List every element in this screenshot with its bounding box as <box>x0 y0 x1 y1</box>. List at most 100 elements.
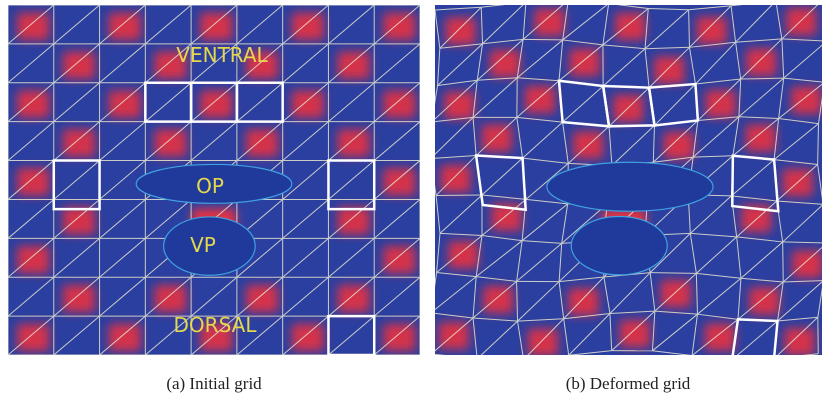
grid-line <box>650 272 697 274</box>
grid-line <box>439 232 483 236</box>
texture <box>17 12 416 352</box>
blob <box>17 90 50 118</box>
grid-line <box>558 39 564 81</box>
grid-line <box>736 236 783 243</box>
blob <box>745 124 776 152</box>
blob <box>337 207 370 235</box>
grid-line <box>774 159 818 165</box>
grid-diagonal <box>563 276 605 320</box>
grid-diagonal <box>472 281 517 319</box>
grid-diagonal <box>436 235 483 273</box>
blob <box>749 287 780 315</box>
grid-line <box>568 0 608 3</box>
grid-diagonal <box>282 5 329 45</box>
grid-diagonal <box>602 8 649 46</box>
grid-line <box>651 311 656 351</box>
grid-diagonal <box>562 5 608 41</box>
blob <box>17 12 50 40</box>
blob <box>17 246 50 274</box>
grid-line <box>778 117 819 125</box>
grid-diagonal <box>328 5 375 45</box>
grid-line <box>740 77 784 80</box>
grid-diagonal <box>282 199 329 239</box>
grid-diagonal <box>190 315 238 355</box>
blob <box>569 48 600 77</box>
grid-diagonal <box>692 116 740 158</box>
grid-diagonal <box>521 203 568 242</box>
label-dorsal: DORSAL <box>174 313 258 337</box>
region-vp <box>570 215 668 276</box>
region-vp <box>163 216 256 276</box>
grid-diagonal <box>777 316 819 355</box>
grid-diagonal <box>644 9 689 50</box>
blob <box>108 323 141 352</box>
grid-diagonal <box>689 5 732 48</box>
blob <box>200 12 233 40</box>
grid-diagonal <box>481 157 523 196</box>
blob <box>784 328 815 355</box>
grid-line <box>692 356 732 360</box>
blob <box>440 164 471 193</box>
grid-diagonal <box>145 82 192 123</box>
blob <box>483 286 514 314</box>
grid-line <box>562 5 569 41</box>
grid-diagonal <box>691 318 739 355</box>
grid-diagonal <box>475 240 523 278</box>
grid-line <box>645 46 690 50</box>
grid-line <box>517 77 560 82</box>
grid-line <box>563 318 570 355</box>
grid-line <box>561 203 569 244</box>
grid <box>431 0 822 360</box>
grid-diagonal <box>190 82 238 123</box>
grid-diagonal <box>328 315 375 355</box>
blob <box>654 56 685 84</box>
grid-line <box>689 41 736 48</box>
grid-diagonal <box>99 160 146 200</box>
grid-line <box>431 122 432 158</box>
grid-diagonal <box>525 162 569 200</box>
grid-diagonal <box>328 276 375 317</box>
grid-line <box>776 200 822 205</box>
grid-diagonal <box>476 38 524 81</box>
grid-diagonal <box>236 237 283 278</box>
grid-diagonal <box>439 194 483 234</box>
grid-line <box>481 234 523 242</box>
grid-diagonal <box>328 199 375 239</box>
grid-diagonal <box>145 276 192 317</box>
grid-line <box>435 353 446 355</box>
grid-line <box>652 125 655 163</box>
grid-line <box>435 195 441 234</box>
grid-diagonal <box>236 5 283 45</box>
grid-line <box>648 8 689 11</box>
grid-line <box>652 350 692 355</box>
grid-diagonal <box>782 246 822 283</box>
panel-deformed <box>431 0 822 360</box>
grid-line <box>472 276 477 319</box>
grid-line <box>783 280 822 283</box>
blob <box>383 246 416 274</box>
grid-line <box>522 5 527 40</box>
grid-diagonal <box>8 315 55 355</box>
grid-line <box>802 353 819 355</box>
blob <box>445 17 476 45</box>
grid-diagonal <box>516 80 560 118</box>
grid-line <box>523 38 563 41</box>
grid-line <box>568 350 612 355</box>
grid-diagonal <box>8 43 55 84</box>
grid-line <box>526 0 568 2</box>
grid-line <box>616 5 649 10</box>
grid-diagonal <box>282 82 329 123</box>
grid-diagonal <box>373 5 420 45</box>
grid-line <box>517 321 524 355</box>
highlight-box <box>235 81 284 123</box>
grid-line <box>602 44 646 50</box>
blob <box>534 8 565 36</box>
grid-line <box>732 116 740 156</box>
grid-diagonal <box>53 121 100 161</box>
grid-line <box>475 235 483 277</box>
grid-diagonal <box>8 237 55 278</box>
grid-diagonal <box>373 315 420 355</box>
grid-diagonal <box>8 160 55 200</box>
blob <box>17 168 50 196</box>
grid-line <box>735 42 742 80</box>
